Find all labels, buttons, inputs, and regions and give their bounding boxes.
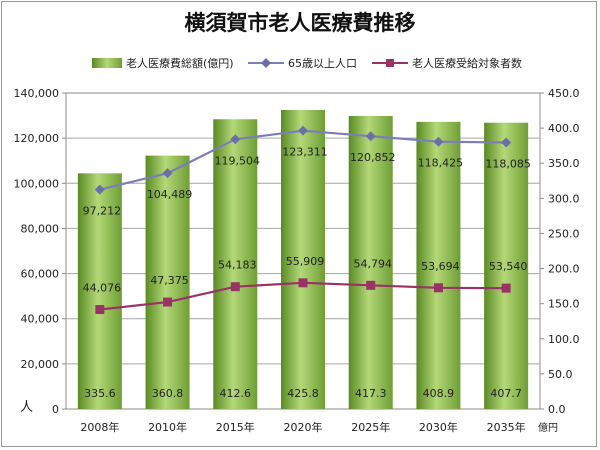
- y-left-tick-label: 100,000: [14, 177, 60, 190]
- series-1-point: [298, 125, 308, 136]
- line-value-label: 118,085: [485, 157, 531, 170]
- bar-value-label: 417.3: [355, 387, 387, 400]
- series-1-point: [365, 131, 376, 142]
- legend-label-line2: 老人医療受給対象者数: [412, 56, 522, 70]
- legend-marker-line2: [386, 59, 394, 67]
- y-left-tick-label: 0: [52, 403, 59, 416]
- x-tick-label: 2010年: [148, 420, 187, 434]
- bar-value-label: 360.8: [152, 387, 184, 400]
- line-value-label: 120,852: [350, 151, 396, 164]
- y-right-tick-label: 450.0: [548, 87, 580, 100]
- bar-value-label: 412.6: [220, 387, 252, 400]
- bar: [348, 115, 393, 409]
- y-right-tick-label: 250.0: [548, 227, 580, 240]
- line-value-label: 53,540: [489, 260, 528, 273]
- bar: [484, 122, 529, 409]
- y-left-tick-label: 60,000: [21, 268, 60, 281]
- line-value-label: 118,425: [418, 157, 464, 170]
- line-value-label: 97,212: [83, 205, 122, 218]
- series-lines: [94, 125, 512, 315]
- y-left-tick-label: 140,000: [14, 87, 60, 100]
- y-right-tick-label: 50.0: [548, 368, 573, 381]
- series-2-point: [433, 283, 443, 293]
- line-value-label: 54,794: [353, 257, 392, 270]
- y-right-tick-label: 150.0: [548, 298, 580, 311]
- y-right-tick-label: 0.0: [548, 403, 566, 416]
- y-right-tick-label: 300.0: [548, 192, 580, 205]
- x-tick-label: 2020年: [284, 420, 323, 434]
- chart-title: 横須賀市老人医療費推移: [185, 11, 416, 35]
- legend-label-bar: 老人医療費総額(億円): [126, 56, 234, 70]
- y-left-tick-label: 80,000: [21, 222, 60, 235]
- y-right-tick-label: 400.0: [548, 122, 580, 135]
- series-2-point: [95, 305, 105, 315]
- bar-value-label: 408.9: [423, 387, 455, 400]
- y-left-tick-label: 120,000: [14, 132, 60, 145]
- axes: 0 20,000 40,000 60,000 80,000 100,000 120,000 1…: [14, 87, 580, 434]
- legend: 老人医療費総額(億円) 65歳以上人口 老人医療受給対象者数: [92, 56, 522, 70]
- line-value-label: 123,311: [282, 146, 328, 159]
- line-value-label: 54,183: [218, 259, 257, 272]
- line-value-label: 47,375: [150, 274, 189, 287]
- x-tick-label: 2015年: [216, 420, 255, 434]
- y-left-tick-label: 20,000: [21, 358, 60, 371]
- series-2-point: [501, 283, 511, 293]
- y-left-unit: 人: [20, 400, 33, 415]
- legend-marker-line1: [261, 58, 271, 68]
- bar-value-label: 425.8: [287, 387, 319, 400]
- legend-swatch-bar: [92, 58, 122, 68]
- line-value-label: 53,694: [421, 260, 460, 273]
- legend-label-line1: 65歳以上人口: [288, 57, 357, 70]
- bar: [145, 155, 190, 409]
- data-labels: 335.6 360.8 412.6 425.8 417.3 408.9 407.7 97,21…: [83, 146, 531, 400]
- line-value-label: 119,504: [215, 154, 261, 167]
- series-2-point: [298, 278, 308, 288]
- x-tick-label: 2025年: [351, 420, 390, 434]
- series-1-point: [162, 168, 173, 179]
- series-2-point: [366, 280, 376, 290]
- series-1-point: [94, 184, 105, 195]
- line-value-label: 44,076: [83, 282, 122, 295]
- bar: [416, 121, 461, 410]
- x-tick-label: 2008年: [80, 420, 119, 434]
- series-2-point: [163, 297, 173, 307]
- y-right-tick-label: 100.0: [548, 333, 580, 346]
- line-value-label: 104,489: [147, 188, 193, 201]
- series-1-point: [230, 134, 241, 145]
- y-right-unit: 億円: [538, 421, 558, 434]
- series-1-point: [433, 136, 444, 147]
- line-value-label: 55,909: [286, 255, 325, 268]
- x-tick-label: 2030年: [419, 420, 458, 434]
- bar: [281, 109, 325, 409]
- y-left-tick-label: 40,000: [21, 313, 60, 326]
- series-1-point: [501, 137, 512, 148]
- bar-value-label: 407.7: [490, 387, 522, 400]
- bars: [77, 109, 529, 410]
- series-2-point: [230, 282, 240, 292]
- bar-value-label: 335.6: [84, 387, 116, 400]
- bar: [77, 173, 122, 409]
- y-right-tick-label: 350.0: [548, 157, 580, 170]
- y-right-tick-label: 200.0: [548, 263, 580, 276]
- bar: [213, 119, 258, 409]
- x-tick-label: 2035年: [487, 420, 526, 434]
